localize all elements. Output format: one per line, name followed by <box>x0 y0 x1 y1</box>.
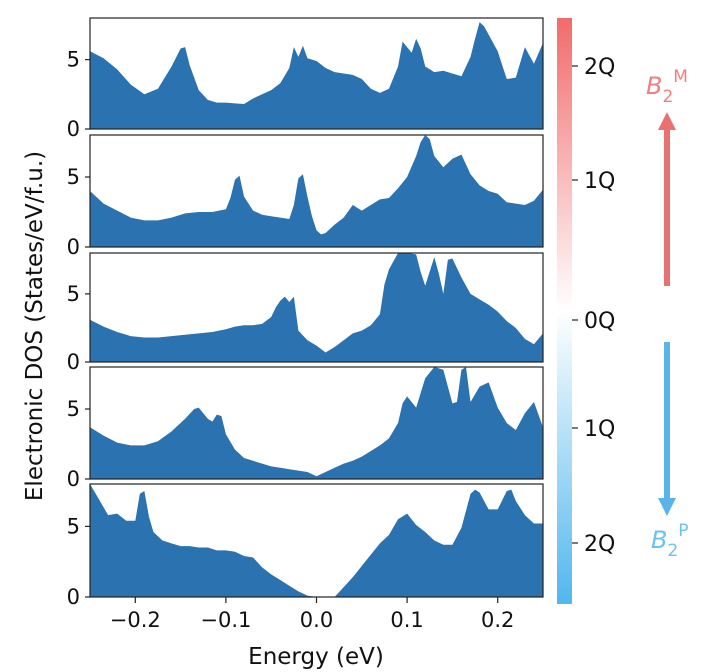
x-tick-label: −0.2 <box>110 608 161 632</box>
b2m-label: B2M <box>646 67 688 107</box>
x-tick-label: 0.1 <box>390 608 423 632</box>
b2p-label-base: B <box>651 526 667 554</box>
b2m-label-sup: M <box>673 67 688 87</box>
dos-area-3 <box>90 253 543 362</box>
colorbar-tick-label: 2Q <box>584 55 615 80</box>
y-tick-label: 5 <box>67 514 80 538</box>
colorbar-ticks: 2Q 1Q 0Q 1Q 2Q <box>572 55 615 557</box>
dos-panel-4: 05 <box>67 366 544 491</box>
dos-panel-5: 05 <box>67 483 544 609</box>
y-tick-label: 5 <box>67 282 80 306</box>
y-axis-title: Electronic DOS (States/eV/f.u.) <box>22 151 48 501</box>
colorbar-tick-label: 1Q <box>584 169 615 194</box>
y-tick-label: 0 <box>67 117 80 141</box>
b2p-label-sup: P <box>678 521 688 541</box>
colorbar <box>557 18 572 604</box>
colorbar-tick-label: 1Q <box>584 417 615 442</box>
x-axis-title: Energy (eV) <box>248 644 384 670</box>
x-tick-label: −0.1 <box>200 608 251 632</box>
colorbar-tick-label: 0Q <box>584 309 615 334</box>
dos-area-4 <box>90 367 543 479</box>
y-tick-label: 0 <box>67 350 80 374</box>
dos-area-5 <box>90 484 543 597</box>
dos-panel-3: 05 <box>67 252 544 374</box>
b2p-label-sub: 2 <box>667 541 678 561</box>
panel-frame-4 <box>89 366 544 480</box>
panel-frame-1 <box>89 17 544 130</box>
x-tick-label: 0.0 <box>300 608 333 632</box>
x-tick-label: 0.2 <box>481 608 514 632</box>
dos-panel-1: 05 <box>67 17 544 141</box>
dos-area-2 <box>90 135 543 247</box>
b2m-label-sub: 2 <box>662 87 673 107</box>
b2p-arrow <box>658 342 676 516</box>
y-tick-label: 5 <box>67 397 80 421</box>
y-tick-label: 0 <box>67 585 80 609</box>
y-tick-label: 0 <box>67 467 80 491</box>
b2m-arrow <box>658 112 676 286</box>
dos-panel-2: 05 <box>67 134 544 259</box>
panel-frame-2 <box>89 134 544 248</box>
y-tick-label: 5 <box>67 48 80 72</box>
b2m-label-base: B <box>646 72 662 100</box>
y-tick-label: 0 <box>67 235 80 259</box>
panel-frame-3 <box>89 252 544 363</box>
colorbar-tick-label: 2Q <box>584 532 615 557</box>
y-tick-label: 5 <box>67 165 80 189</box>
x-axis-ticks: −0.2 −0.1 0.0 0.1 0.2 <box>110 597 514 632</box>
dos-area-1 <box>90 22 543 129</box>
b2p-label: B2P <box>651 521 689 561</box>
